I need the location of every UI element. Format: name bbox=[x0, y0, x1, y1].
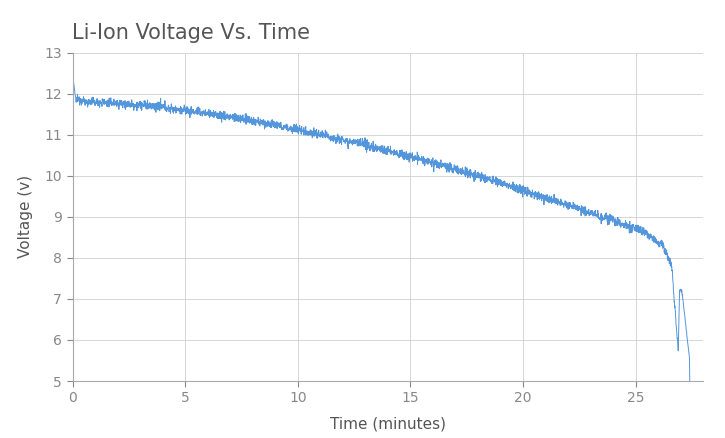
X-axis label: Time (minutes): Time (minutes) bbox=[330, 417, 446, 431]
Text: Li-Ion Voltage Vs. Time: Li-Ion Voltage Vs. Time bbox=[72, 23, 310, 42]
Y-axis label: Voltage (v): Voltage (v) bbox=[18, 175, 33, 258]
